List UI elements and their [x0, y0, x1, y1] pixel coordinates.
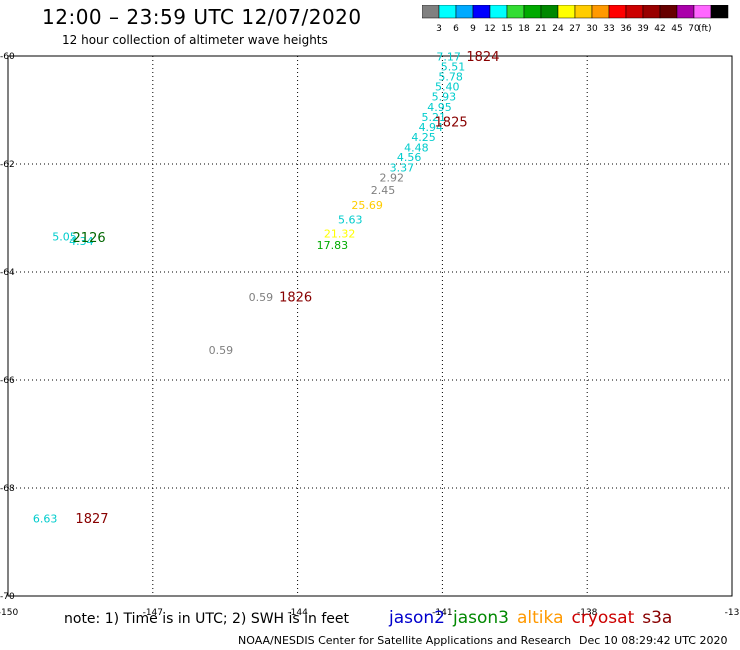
colorbar-tick-label: 39: [637, 24, 649, 34]
colorbar-tick-label: 6: [453, 24, 459, 34]
wave-height-point: 4.94: [419, 121, 444, 134]
chart-title: 12:00 – 23:59 UTC 12/07/2020: [42, 5, 362, 29]
wave-height-point: 4.25: [411, 131, 436, 144]
colorbar-tick-label: 27: [569, 24, 580, 34]
x-tick-label: -138: [577, 608, 598, 618]
wave-height-point: 7.17: [436, 51, 461, 64]
x-tick-label: -144: [287, 608, 308, 618]
legend-item-s3a: s3a: [642, 608, 673, 628]
track-time-label: 1826: [279, 290, 312, 305]
y-tick-label: -60: [0, 52, 15, 62]
colorbar-tick-label: 30: [586, 24, 598, 34]
x-tick-label: -150: [0, 608, 18, 618]
color-legend-bar: 3 6 9 12 15 18 21 24 27 30 33 36 39 42 45 70(ft): [422, 5, 729, 34]
wave-height-point: 0.59: [249, 291, 274, 304]
wave-height-point: 0.59: [209, 344, 234, 357]
track-time-label: 1824: [466, 50, 499, 65]
legend-item-cryosat: cryosat: [571, 608, 635, 628]
colorbar-tick-label: 15: [501, 24, 512, 34]
colorbar-unit: (ft): [698, 24, 712, 34]
units-note: note: 1) Time is in UTC; 2) SWH is in fe…: [64, 611, 350, 627]
wave-height-point: 5.21: [421, 111, 446, 124]
wave-height-point: 5.78: [438, 71, 463, 84]
colorbar-tick-label: 70: [688, 24, 700, 34]
y-tick-label: -70: [0, 592, 15, 602]
wave-height-point: 4.95: [427, 101, 452, 114]
wave-height-point: 17.83: [317, 239, 349, 252]
generated-timestamp: Dec 10 08:29:42 UTC 2020: [579, 634, 728, 647]
colorbar-tick-label: 45: [671, 24, 682, 34]
wave-height-point: 5.93: [432, 91, 457, 104]
colorbar-tick-label: 42: [654, 24, 665, 34]
colorbar-tick-label: 21: [535, 24, 546, 34]
wave-height-point: 2.45: [371, 184, 396, 197]
wave-height-point: 4.56: [397, 151, 422, 164]
x-tick-label: -147: [143, 608, 163, 618]
track-time-label: 2126: [73, 231, 106, 246]
colorbar-tick-label: 36: [620, 24, 632, 34]
y-tick-label: -62: [0, 160, 15, 170]
chart-subtitle: 12 hour collection of altimeter wave hei…: [62, 33, 328, 47]
wave-height-point: 6.63: [33, 512, 58, 525]
track-time-label: 1825: [435, 115, 468, 130]
wave-height-point: 5.40: [435, 80, 460, 93]
legend-item-jason2: jason2: [389, 608, 445, 628]
colorbar-swatch: [710, 5, 729, 19]
colorbar-tick-label: 33: [603, 24, 614, 34]
colorbar-tick-label: 12: [484, 24, 495, 34]
wave-height-point: 5.51: [441, 60, 466, 73]
wave-height-point: 3.37: [390, 161, 415, 174]
wave-height-point: 5.05: [52, 230, 77, 243]
x-tick-label: -141: [432, 608, 452, 618]
plot-frame: [7, 55, 733, 597]
satellite-legend: jason2 jason3 altika cryosat s3a: [389, 608, 680, 628]
x-tick-label: -13: [725, 608, 740, 618]
wave-height-point: 4.34: [69, 235, 94, 248]
colorbar-tick-label: 9: [470, 24, 476, 34]
wave-height-point: 2.92: [379, 172, 404, 185]
y-tick-label: -68: [0, 484, 15, 494]
legend-item-jason3: jason3: [453, 608, 509, 628]
wave-height-point: 25.69: [351, 199, 383, 212]
footer-credit: NOAA/NESDIS Center for Satellite Applica…: [238, 634, 572, 647]
y-tick-label: -66: [0, 376, 15, 386]
legend-item-altika: altika: [517, 608, 564, 628]
colorbar-tick-label: 3: [436, 24, 442, 34]
colorbar-tick-label: 24: [552, 24, 564, 34]
wave-height-point: 21.32: [324, 228, 356, 241]
colorbar-tick-label: 18: [518, 24, 530, 34]
y-tick-label: -64: [0, 268, 15, 278]
wave-height-point: 4.48: [404, 141, 429, 154]
wave-height-point: 5.63: [338, 214, 363, 227]
track-time-label: 1827: [75, 512, 108, 527]
